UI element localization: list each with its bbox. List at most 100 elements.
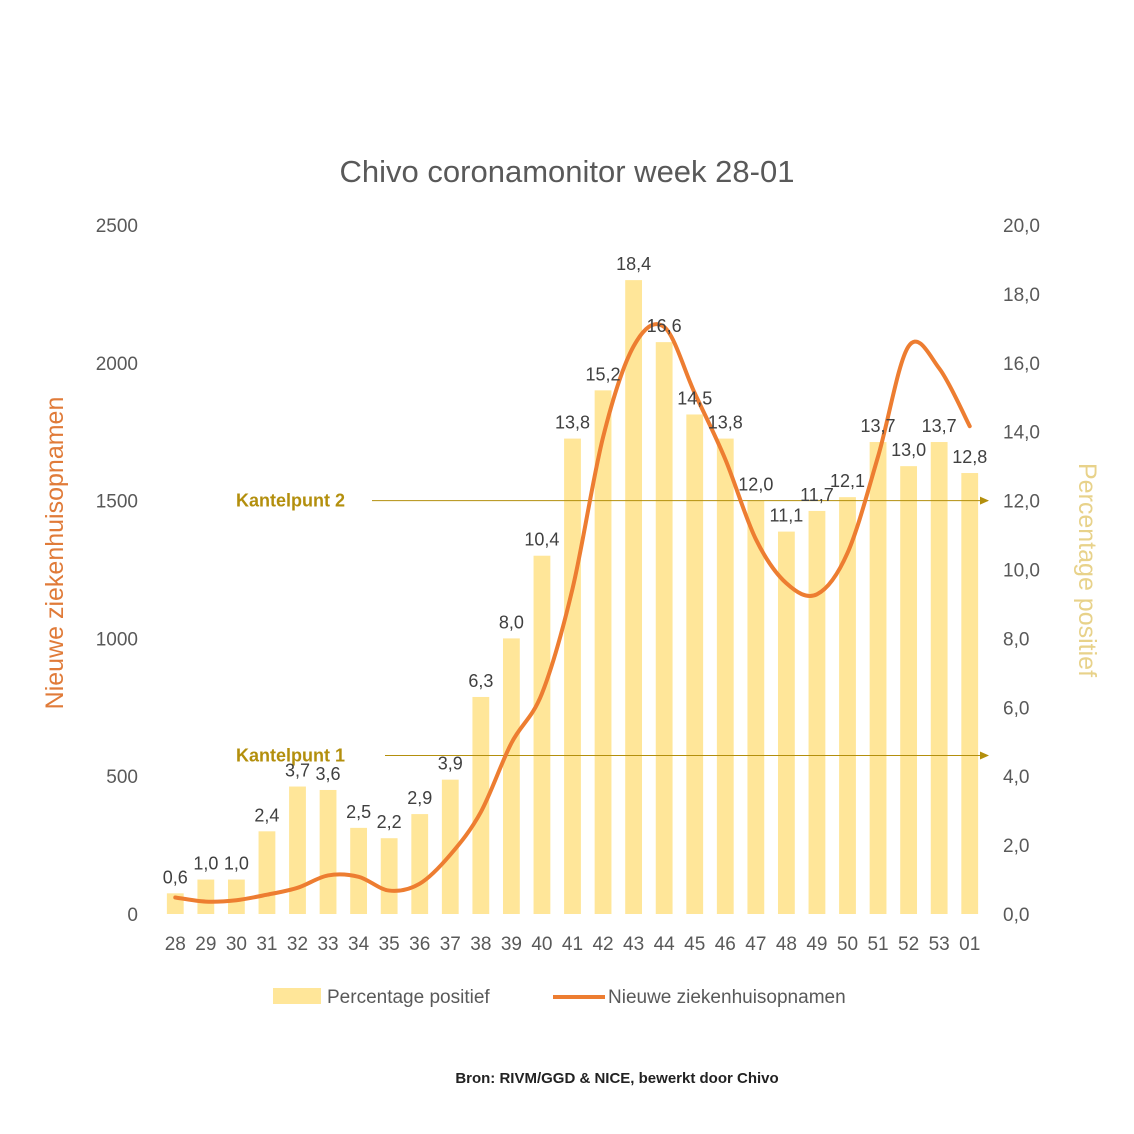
y-right-tick-label: 18,0 — [1003, 285, 1040, 306]
bar — [686, 414, 704, 914]
bar — [930, 442, 948, 914]
bar-data-label: 2,5 — [346, 802, 371, 822]
line-series — [173, 322, 972, 904]
y-axis-right-ticks: 0,0 2,0 4,0 6,0 8,0 10,0 12,0 14,0 16,0 18,0 20,0 — [1003, 216, 1040, 926]
x-tick-label: 40 — [531, 934, 552, 955]
y-right-tick-label: 0,0 — [1003, 905, 1029, 926]
bar-data-label: 1,0 — [224, 854, 249, 874]
y-right-tick-label: 14,0 — [1003, 423, 1040, 444]
bar — [716, 438, 734, 914]
bar-data-label: 13,7 — [861, 416, 896, 436]
bar-series — [166, 280, 979, 914]
annotations: Kantelpunt 2 Kantelpunt 1 — [236, 491, 989, 766]
bar — [533, 555, 551, 914]
bar-data-label: 8,0 — [499, 612, 524, 632]
bar-data-labels: 0,61,0 1,02,43,7 3,62,52,22,93,96,38,010,4… — [163, 254, 987, 887]
bar-data-label: 13,7 — [922, 416, 957, 436]
y-axis-left-label: Nieuwe ziekenhuisopnamen — [41, 397, 69, 710]
x-tick-label: 39 — [501, 934, 522, 955]
y-right-tick-label: 16,0 — [1003, 354, 1040, 375]
bar — [839, 497, 856, 914]
x-tick-label: 53 — [929, 934, 950, 955]
bar-data-label: 13,8 — [555, 413, 590, 433]
y-left-tick-label: 2000 — [96, 354, 138, 375]
bar — [655, 342, 673, 914]
y-right-tick-label: 12,0 — [1003, 492, 1040, 513]
series-line-admissions — [173, 322, 972, 904]
bar — [441, 779, 459, 914]
y-axis-left-ticks: 0 500 1000 1500 2000 2500 — [96, 216, 138, 926]
y-left-tick-label: 0 — [127, 905, 138, 926]
x-tick-label: 41 — [562, 934, 583, 955]
y-left-tick-label: 1000 — [96, 629, 138, 650]
x-tick-label: 35 — [379, 934, 400, 955]
x-tick-label: 28 — [165, 934, 186, 955]
bar-data-label: 3,6 — [316, 764, 341, 784]
x-tick-label: 29 — [195, 934, 216, 955]
x-tick-label: 30 — [226, 934, 247, 955]
x-tick-label: 49 — [806, 934, 827, 955]
bar-data-label: 2,2 — [377, 812, 402, 832]
legend-swatch-percentage — [273, 988, 321, 1004]
y-right-tick-label: 10,0 — [1003, 561, 1040, 582]
bar — [564, 438, 581, 914]
bar-data-label: 1,0 — [193, 854, 218, 874]
bar-data-label: 15,2 — [586, 364, 621, 384]
bar — [900, 466, 918, 914]
source-note: Bron: RIVM/GGD & NICE, bewerkt door Chiv… — [455, 1070, 778, 1087]
bar-data-label: 2,9 — [407, 788, 432, 808]
annotation-label: Kantelpunt 1 — [236, 746, 345, 766]
bar — [869, 442, 887, 914]
bar — [777, 531, 795, 914]
bar — [472, 696, 490, 914]
x-tick-label: 50 — [837, 934, 858, 955]
x-tick-label: 48 — [776, 934, 797, 955]
legend: Percentage positief Nieuwe ziekenhuisopn… — [273, 987, 846, 1008]
y-left-tick-label: 2500 — [96, 216, 138, 237]
x-tick-label: 33 — [317, 934, 338, 955]
bar-data-label: 14,5 — [677, 388, 712, 408]
bar — [747, 500, 765, 914]
x-tick-label: 01 — [959, 934, 980, 955]
bar-data-label: 12,1 — [830, 471, 865, 491]
bar-data-label: 0,6 — [163, 867, 188, 887]
x-tick-label: 42 — [592, 934, 613, 955]
bar-data-label: 18,4 — [616, 254, 651, 274]
bar-data-label: 13,0 — [891, 440, 926, 460]
y-right-tick-label: 4,0 — [1003, 767, 1029, 788]
bar-data-label: 6,3 — [468, 671, 493, 691]
x-tick-label: 47 — [745, 934, 766, 955]
bar — [411, 814, 429, 914]
x-tick-label: 52 — [898, 934, 919, 955]
bar-data-label: 11,1 — [770, 506, 804, 526]
bar-data-label: 11,7 — [800, 485, 834, 505]
y-left-tick-label: 1500 — [96, 492, 138, 513]
x-tick-label: 43 — [623, 934, 644, 955]
bar — [289, 786, 306, 914]
bar-data-label: 13,8 — [708, 413, 743, 433]
bar-data-label: 3,7 — [285, 761, 310, 781]
bar — [350, 827, 368, 914]
x-tick-label: 31 — [256, 934, 277, 955]
x-tick-label: 44 — [654, 934, 676, 955]
x-tick-label: 45 — [684, 934, 705, 955]
bar-data-label: 16,6 — [647, 316, 682, 336]
bar — [594, 390, 612, 914]
x-tick-label: 36 — [409, 934, 430, 955]
y-right-tick-label: 20,0 — [1003, 216, 1040, 237]
bar-data-label: 12,0 — [738, 475, 773, 495]
bar-data-label: 3,9 — [438, 754, 463, 774]
bar — [625, 280, 643, 914]
legend-label-admissions: Nieuwe ziekenhuisopnamen — [608, 987, 846, 1008]
x-tick-label: 34 — [348, 934, 370, 955]
x-tick-label: 46 — [715, 934, 736, 955]
bar — [808, 510, 826, 914]
y-right-tick-label: 8,0 — [1003, 629, 1029, 650]
y-right-tick-label: 2,0 — [1003, 836, 1029, 857]
bar — [380, 838, 398, 914]
bar — [502, 638, 520, 914]
x-axis-ticks: 28 29 30 31 32 33 34 35 36 37 38 39 40 41 42 43 44 45 46 47… — [165, 934, 981, 955]
y-right-tick-label: 6,0 — [1003, 698, 1029, 719]
